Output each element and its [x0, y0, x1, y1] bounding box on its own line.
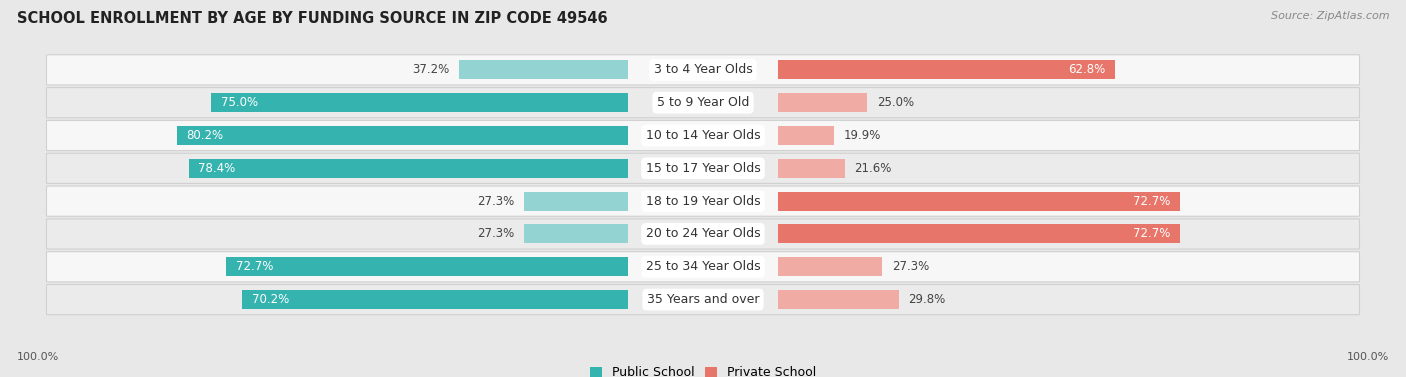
Text: 62.8%: 62.8%: [1069, 63, 1105, 77]
FancyBboxPatch shape: [46, 120, 1360, 150]
Text: 15 to 17 Year Olds: 15 to 17 Year Olds: [645, 162, 761, 175]
Bar: [779, 60, 1115, 80]
Text: 3 to 4 Year Olds: 3 to 4 Year Olds: [654, 63, 752, 77]
FancyBboxPatch shape: [46, 87, 1360, 118]
Text: 37.2%: 37.2%: [412, 63, 449, 77]
Bar: [779, 257, 882, 276]
Text: 70.2%: 70.2%: [252, 293, 290, 306]
Bar: [779, 159, 845, 178]
Text: 21.6%: 21.6%: [855, 162, 891, 175]
FancyBboxPatch shape: [46, 219, 1360, 249]
Text: 72.7%: 72.7%: [1133, 227, 1170, 241]
Text: Source: ZipAtlas.com: Source: ZipAtlas.com: [1271, 11, 1389, 21]
Bar: [779, 126, 834, 145]
Text: 80.2%: 80.2%: [187, 129, 224, 142]
Text: 10 to 14 Year Olds: 10 to 14 Year Olds: [645, 129, 761, 142]
Text: SCHOOL ENROLLMENT BY AGE BY FUNDING SOURCE IN ZIP CODE 49546: SCHOOL ENROLLMENT BY AGE BY FUNDING SOUR…: [17, 11, 607, 26]
Text: 78.4%: 78.4%: [198, 162, 236, 175]
Text: 75.0%: 75.0%: [221, 96, 257, 109]
Bar: [779, 192, 1180, 211]
Text: 29.8%: 29.8%: [908, 293, 946, 306]
Bar: [458, 60, 627, 80]
Text: 20 to 24 Year Olds: 20 to 24 Year Olds: [645, 227, 761, 241]
Bar: [779, 224, 1180, 244]
Text: 18 to 19 Year Olds: 18 to 19 Year Olds: [645, 195, 761, 208]
Text: 27.3%: 27.3%: [477, 227, 515, 241]
Bar: [226, 257, 627, 276]
FancyBboxPatch shape: [46, 285, 1360, 315]
Bar: [211, 93, 627, 112]
Text: 100.0%: 100.0%: [1347, 352, 1389, 362]
Text: 25 to 34 Year Olds: 25 to 34 Year Olds: [645, 260, 761, 273]
Text: 27.3%: 27.3%: [891, 260, 929, 273]
FancyBboxPatch shape: [46, 252, 1360, 282]
Bar: [524, 224, 627, 244]
Text: 25.0%: 25.0%: [877, 96, 914, 109]
Text: 72.7%: 72.7%: [1133, 195, 1170, 208]
Bar: [779, 93, 868, 112]
Bar: [524, 192, 627, 211]
Bar: [242, 290, 627, 309]
Bar: [779, 290, 898, 309]
FancyBboxPatch shape: [46, 55, 1360, 85]
Text: 27.3%: 27.3%: [477, 195, 515, 208]
FancyBboxPatch shape: [46, 153, 1360, 184]
Text: 5 to 9 Year Old: 5 to 9 Year Old: [657, 96, 749, 109]
Text: 35 Years and over: 35 Years and over: [647, 293, 759, 306]
Bar: [177, 126, 627, 145]
Legend: Public School, Private School: Public School, Private School: [589, 366, 817, 377]
Text: 100.0%: 100.0%: [17, 352, 59, 362]
FancyBboxPatch shape: [46, 186, 1360, 216]
Bar: [188, 159, 627, 178]
Text: 19.9%: 19.9%: [844, 129, 880, 142]
Text: 72.7%: 72.7%: [236, 260, 273, 273]
